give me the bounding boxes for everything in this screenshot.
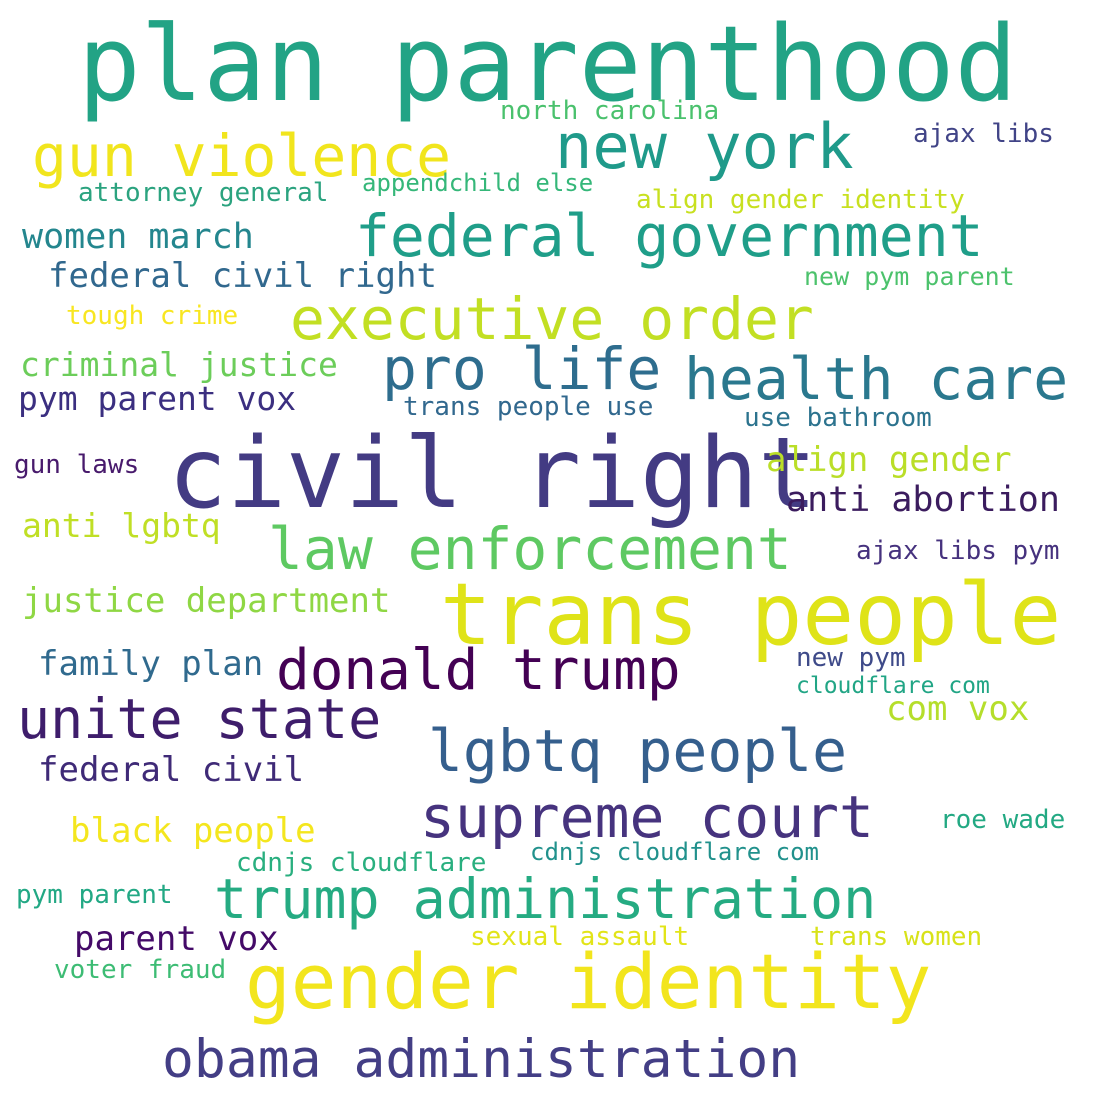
word-trans-women: trans women: [810, 922, 983, 952]
word-pym-parent: pym parent: [16, 880, 173, 910]
word-trans-people: trans people: [440, 565, 1062, 665]
word-cdnjs-cloudflare-com: cdnjs cloudflare com: [530, 838, 819, 866]
word-pym-parent-vox: pym parent vox: [18, 379, 297, 418]
word-trans-people-use: trans people use: [403, 392, 654, 422]
word-anti-lgbtq: anti lgbtq: [22, 506, 221, 545]
word-com-vox: com vox: [886, 689, 1030, 729]
word-align-gender: align gender: [766, 440, 1012, 480]
word-law-enforcement: law enforcement: [268, 515, 792, 583]
word-tough-crime: tough crime: [66, 301, 239, 331]
word-new-york: new york: [555, 110, 854, 183]
word-justice-department: justice department: [22, 581, 391, 621]
word-voter-fraud: voter fraud: [54, 955, 227, 985]
word-align-gender-identity: align gender identity: [636, 185, 965, 215]
word-unite-state: unite state: [17, 687, 382, 751]
word-north-carolina: north carolina: [500, 96, 720, 126]
word-black-people: black people: [70, 811, 316, 851]
word-use-bathroom: use bathroom: [744, 403, 932, 433]
word-new-pym-parent: new pym parent: [804, 262, 1015, 291]
word-criminal-justice: criminal justice: [20, 345, 338, 384]
word-civil-right: civil right: [168, 417, 818, 531]
word-gun-violence: gun violence: [32, 122, 452, 190]
word-plan-parenthood: plan parenthood: [78, 3, 1018, 125]
word-donald-trump: donald trump: [276, 638, 681, 703]
word-trump-administration: trump administration: [214, 867, 877, 931]
word-gun-laws: gun laws: [14, 450, 140, 480]
word-new-pym: new pym: [796, 643, 906, 673]
word-parent-vox: parent vox: [74, 919, 279, 959]
word-attorney-general: attorney general: [78, 178, 329, 208]
word-federal-civil-right: federal civil right: [48, 256, 437, 296]
word-cdnjs-cloudflare: cdnjs cloudflare: [236, 848, 487, 878]
word-health-care: health care: [684, 345, 1069, 413]
word-ajax-libs: ajax libs: [913, 119, 1054, 149]
word-obama-administration: obama administration: [162, 1029, 801, 1090]
word-sexual-assault: sexual assault: [470, 922, 690, 952]
word-executive-order: executive order: [290, 285, 814, 353]
word-supreme-court: supreme court: [420, 783, 874, 851]
word-lgbtq-people: lgbtq people: [428, 717, 848, 785]
word-family-plan: family plan: [38, 644, 264, 684]
word-gender-identity: gender identity: [245, 937, 932, 1026]
word-anti-abortion: anti abortion: [786, 480, 1060, 520]
word-roe-wade: roe wade: [940, 805, 1066, 835]
word-appendchild-else: appendchild else: [362, 169, 594, 197]
word-federal-government: federal government: [355, 202, 984, 270]
word-ajax-libs-pym: ajax libs pym: [856, 536, 1060, 566]
word-federal-civil: federal civil: [38, 750, 305, 790]
word-women-march: women march: [22, 217, 254, 257]
word-cloudflare-com: cloudflare com: [796, 673, 990, 699]
word-pro-life: pro life: [382, 335, 662, 403]
